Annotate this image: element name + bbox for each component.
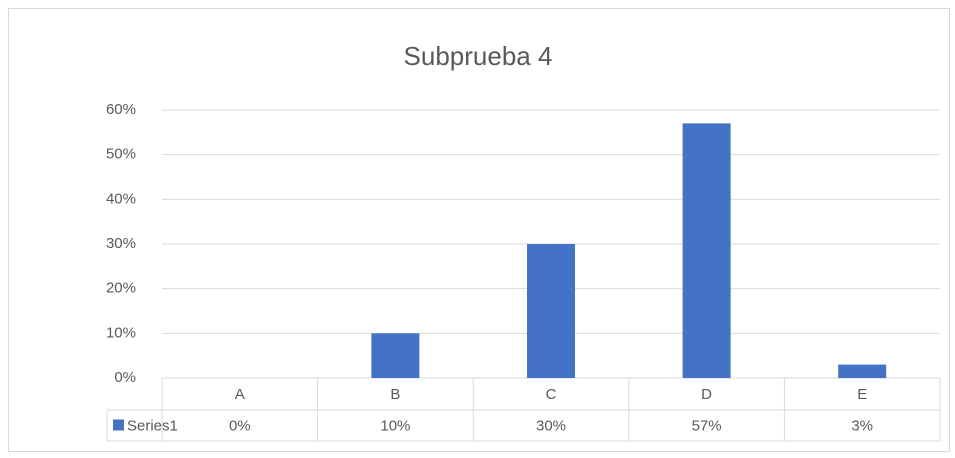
x-tick-label: E	[857, 386, 867, 403]
data-table-value: 0%	[229, 417, 251, 434]
y-tick-label: 40%	[106, 190, 136, 207]
y-tick-label: 30%	[106, 235, 136, 252]
y-tick-label: 0%	[114, 369, 136, 386]
legend-key	[113, 419, 124, 431]
data-table-value: 10%	[380, 417, 410, 434]
y-tick-label: 60%	[106, 101, 136, 118]
legend-label: Series1	[127, 417, 178, 434]
y-tick-label: 20%	[106, 280, 136, 297]
data-table-value: 30%	[536, 417, 566, 434]
x-tick-label: D	[701, 386, 712, 403]
data-table-value: 57%	[692, 417, 722, 434]
bar	[527, 244, 575, 378]
chart-border	[8, 8, 950, 452]
x-tick-label: C	[546, 386, 557, 403]
bar	[838, 364, 887, 378]
data-table-value: 3%	[851, 417, 873, 434]
y-tick-label: 10%	[106, 324, 136, 341]
chart-title: Subprueba 4	[404, 41, 553, 71]
bar	[371, 333, 420, 378]
x-tick-label: B	[390, 386, 400, 403]
y-tick-label: 50%	[106, 146, 136, 163]
x-tick-label: A	[235, 386, 245, 403]
bar	[682, 123, 731, 379]
